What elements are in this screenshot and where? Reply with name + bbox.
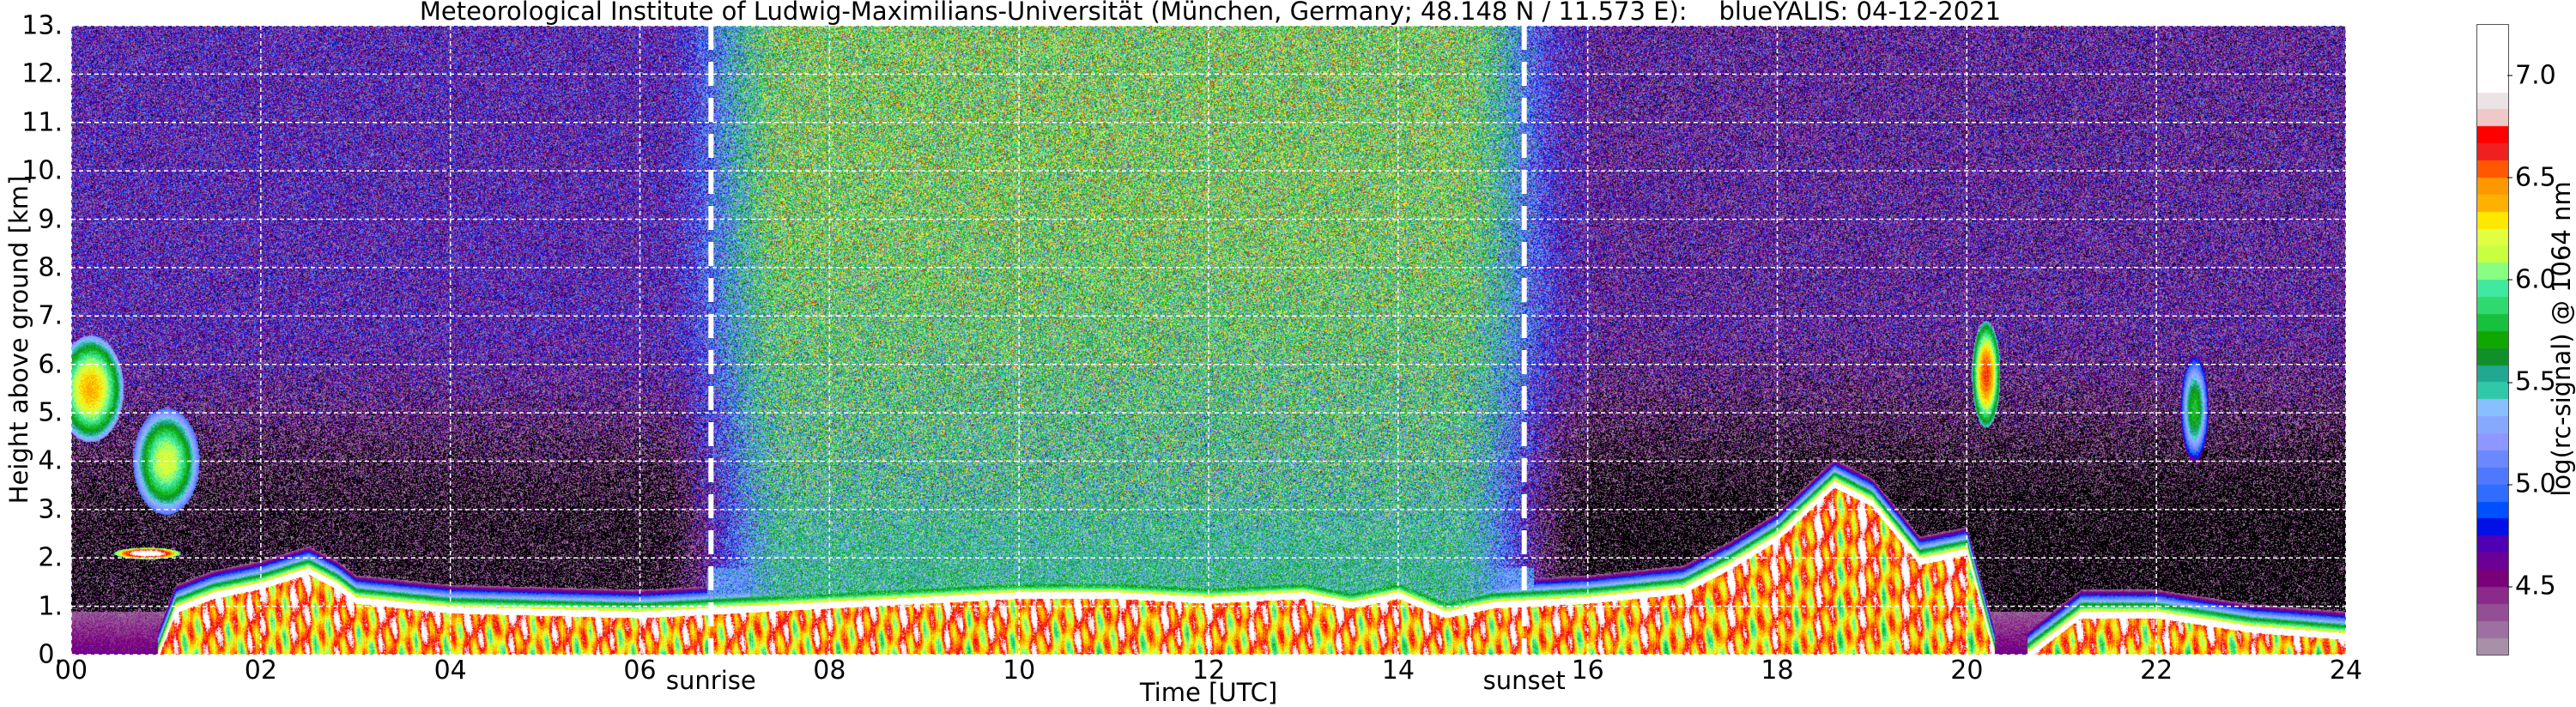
x-tick-label: 18 xyxy=(1761,656,1794,686)
colorbar-tick-label: 5.0 xyxy=(2507,468,2556,499)
y-tick-label: 5. xyxy=(38,397,63,428)
colorbar-tick-label: 7.0 xyxy=(2507,60,2556,91)
y-tick-label: 9. xyxy=(38,204,63,235)
y-tick-label: 10. xyxy=(21,155,63,186)
y-tick-label: 0. xyxy=(38,639,63,670)
x-tick-label: 06 xyxy=(623,656,657,686)
x-tick-label: 24 xyxy=(2329,656,2363,686)
chart-title: Meteorological Institute of Ludwig-Maxim… xyxy=(419,0,2002,26)
colorbar-tick-label: 4.5 xyxy=(2507,571,2556,601)
y-tick-label: 3. xyxy=(38,494,63,525)
x-tick-label: 10 xyxy=(1003,656,1036,686)
x-tick-label: 14 xyxy=(1381,656,1415,686)
plot-area xyxy=(71,26,2346,655)
colorbar-tick-label: 6.0 xyxy=(2507,264,2556,295)
y-tick-label: 11. xyxy=(21,107,63,138)
y-tick-label: 8. xyxy=(38,252,63,283)
x-tick-label: 16 xyxy=(1571,656,1604,686)
y-tick-label: 13. xyxy=(21,10,63,41)
grid-overlay xyxy=(71,26,2346,655)
backscatter-heatmap xyxy=(71,26,2346,655)
annotation-sunrise: sunrise xyxy=(665,666,756,695)
x-tick-label: 00 xyxy=(54,656,88,686)
colorbar-tick-label: 6.5 xyxy=(2507,162,2556,193)
annotation-sunset: sunset xyxy=(1482,666,1566,695)
x-tick-label: 04 xyxy=(433,656,467,686)
y-tick-label: 6. xyxy=(38,349,63,380)
y-tick-label: 1. xyxy=(38,591,63,622)
x-tick-label: 08 xyxy=(813,656,846,686)
y-tick-label: 12. xyxy=(21,58,63,89)
x-tick-label: 02 xyxy=(244,656,277,686)
y-tick-label: 2. xyxy=(38,542,63,573)
x-tick-label: 22 xyxy=(2140,656,2173,686)
colorbar-label: log(rc-signal) @ 1064 nm xyxy=(2547,181,2576,497)
colorbar-tick-label: 5.5 xyxy=(2507,366,2556,397)
x-tick-label: 12 xyxy=(1191,656,1226,686)
y-tick-label: 4. xyxy=(38,445,63,476)
x-tick-label: 20 xyxy=(1950,656,1984,686)
y-tick-label: 7. xyxy=(38,300,63,331)
colorbar xyxy=(2476,24,2509,656)
y-axis-label: Height above ground [km] xyxy=(4,175,33,505)
x-axis-label: Time [UTC] xyxy=(1139,678,1278,707)
